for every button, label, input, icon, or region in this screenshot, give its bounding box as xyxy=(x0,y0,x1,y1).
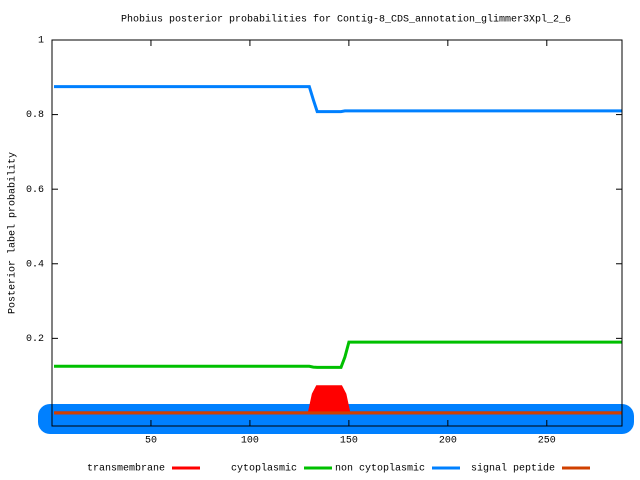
x-tick-label: 250 xyxy=(538,436,556,447)
y-tick-label: 0.4 xyxy=(26,259,44,270)
series-line xyxy=(54,85,622,114)
legend-label: transmembrane xyxy=(87,463,165,475)
legend-label: non cytoplasmic xyxy=(335,463,425,475)
y-axis-label: Posterior label probability xyxy=(7,152,19,314)
legend-label: cytoplasmic xyxy=(231,463,297,475)
y-tick-label: 1 xyxy=(38,36,44,47)
series-line xyxy=(54,340,622,369)
y-tick-label: 0.8 xyxy=(26,110,44,121)
x-tick-label: 50 xyxy=(145,436,157,447)
x-tick-label: 100 xyxy=(241,436,259,447)
chart-title: Phobius posterior probabilities for Cont… xyxy=(121,14,571,26)
y-tick-label: 0.2 xyxy=(26,334,44,345)
legend-label: signal peptide xyxy=(471,463,555,475)
y-tick-label: 0.6 xyxy=(26,185,44,196)
x-tick-label: 200 xyxy=(439,436,457,447)
x-tick-label: 150 xyxy=(340,436,358,447)
plot-frame xyxy=(51,39,623,427)
